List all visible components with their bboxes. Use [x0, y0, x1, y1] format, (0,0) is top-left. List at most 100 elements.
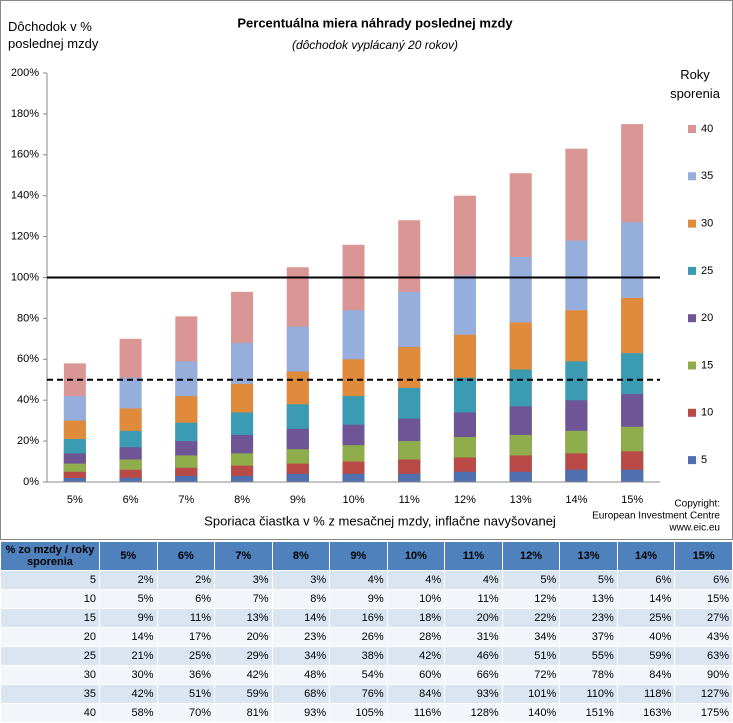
bar [286, 473, 309, 482]
table-cell: 72% [501, 665, 561, 685]
table-cell: 60% [386, 665, 446, 685]
table-cell: 23% [559, 608, 618, 628]
table-row-header: 35 [0, 684, 100, 704]
legend-label: 5 [701, 454, 707, 466]
bar [453, 471, 476, 482]
table-cell: 4% [444, 570, 503, 590]
x-tick-label: 9% [290, 494, 306, 506]
legend-swatch [688, 172, 696, 181]
table-cell: 93% [444, 684, 503, 704]
bar [565, 469, 588, 482]
table-cell: 5% [559, 570, 618, 590]
x-tick-label: 12% [454, 494, 476, 506]
table-column-header: 15% [674, 541, 733, 571]
table-cell: 25% [616, 608, 676, 628]
table-cell: 59% [616, 646, 676, 666]
table-cell: 25% [156, 646, 216, 666]
table-cell: 2% [156, 570, 216, 590]
table-row: 20 14% 17% 20% 23% 26% 28% 31% 34% 37% 40% 43% [0, 627, 733, 647]
table-cell: 42% [214, 665, 273, 685]
table-cell: 30% [99, 665, 158, 685]
table-row: 15 9% 11% 13% 14% 16% 18% 20% 22% 23% 25% 27% [0, 608, 733, 628]
table-cell: 3% [271, 570, 331, 590]
y-tick-label: 200% [11, 67, 39, 79]
chart-subtitle: (dôchodok vyplácaný 20 rokov) [292, 38, 458, 52]
table-row-header: 15 [0, 608, 100, 628]
table-cell: 40% [616, 627, 676, 647]
table-cell: 26% [329, 627, 388, 647]
table-row-header: 20 [0, 627, 100, 647]
table-row-header: 10 [0, 589, 100, 609]
legend-swatch [688, 361, 696, 370]
table-cell: 27% [674, 608, 733, 628]
table-cell: 5% [99, 589, 158, 609]
table-cell: 151% [559, 703, 618, 723]
table-cell: 48% [271, 665, 331, 685]
x-tick-label: 6% [123, 494, 139, 506]
bar [119, 477, 142, 482]
table-row: 30 30% 36% 42% 48% 54% 60% 66% 72% 78% 84% 90% [0, 665, 733, 685]
table-cell: 15% [674, 589, 733, 609]
table-cell: 6% [156, 589, 216, 609]
table-cell: 38% [329, 646, 388, 666]
bar [231, 475, 254, 482]
table-cell: 68% [271, 684, 331, 704]
credit: European Investment Centre [592, 511, 720, 522]
table-cell: 11% [156, 608, 216, 628]
table-cell: 2% [99, 570, 158, 590]
x-tick-label: 14% [565, 494, 587, 506]
table-cell: 10% [386, 589, 446, 609]
table-cell: 59% [214, 684, 273, 704]
table-cell: 46% [444, 646, 503, 666]
table-cell: 4% [329, 570, 388, 590]
table-row-header: 5 [0, 570, 100, 590]
table-cell: 8% [271, 589, 331, 609]
legend-swatch [688, 408, 696, 417]
data-table: % zo mzdy / roky sporenia 5% 6% 7% 8% 9% 10% 11… [0, 541, 733, 723]
table-cell: 105% [329, 703, 388, 723]
table-cell: 55% [559, 646, 618, 666]
legend-label: 40 [701, 123, 713, 135]
y-tick-label: 40% [17, 394, 39, 406]
table-row-header: 30 [0, 665, 100, 685]
legend-swatch [688, 266, 696, 275]
table-cell: 78% [559, 665, 618, 685]
table-cell: 128% [444, 703, 503, 723]
table-row: 25 21% 25% 29% 34% 38% 42% 46% 51% 55% 59% 63% [0, 646, 733, 666]
bar [63, 471, 86, 482]
table-cell: 51% [501, 646, 561, 666]
y-tick-label: 140% [11, 190, 39, 202]
table-cell: 18% [386, 608, 446, 628]
table-cell: 14% [271, 608, 331, 628]
table-column-header: 7% [214, 541, 273, 571]
table-cell: 7% [214, 589, 273, 609]
table-cell: 127% [674, 684, 733, 704]
legend-label: 35 [701, 170, 713, 182]
x-tick-label: 11% [399, 494, 420, 506]
y-tick-label: 20% [17, 435, 39, 447]
table-column-header: 13% [559, 541, 618, 571]
table-cell: 101% [501, 684, 561, 704]
table-cell: 9% [329, 589, 388, 609]
table-cell: 9% [99, 608, 158, 628]
table-cell: 3% [214, 570, 273, 590]
credit: Copyright: [674, 499, 720, 510]
legend-label: 25 [701, 265, 713, 277]
y-tick-label: 180% [11, 108, 39, 120]
table-cell: 36% [156, 665, 216, 685]
legend-swatch [688, 219, 696, 228]
legend-title-text: Roky sporenia [670, 67, 720, 101]
table-cell: 21% [99, 646, 158, 666]
table-column-header: 5% [99, 541, 158, 571]
x-tick-label: 13% [510, 494, 532, 506]
table-cell: 43% [674, 627, 733, 647]
table-column-header: 11% [444, 541, 503, 571]
table-cell: 11% [444, 589, 503, 609]
table-cell: 66% [444, 665, 503, 685]
table-cell: 14% [616, 589, 676, 609]
table-cell: 13% [214, 608, 273, 628]
table-column-header: 12% [501, 541, 561, 571]
table-cell: 12% [501, 589, 561, 609]
table-cell: 6% [674, 570, 733, 590]
